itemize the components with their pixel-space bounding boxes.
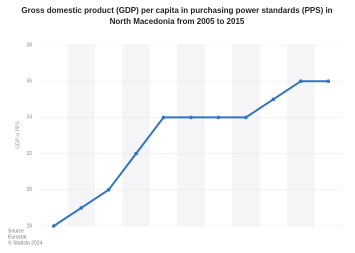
source-label: Source — [8, 228, 24, 234]
data-point — [161, 115, 166, 120]
data-point — [134, 151, 138, 156]
data-point — [244, 115, 248, 120]
column-band — [177, 45, 205, 226]
source-name: Eurostat — [8, 234, 27, 240]
y-tick-label: 28 — [26, 223, 32, 229]
data-point — [189, 115, 193, 120]
data-point — [79, 206, 83, 210]
data-point — [326, 79, 331, 83]
column-band — [122, 45, 150, 226]
data-point — [216, 115, 221, 120]
y-tick-label: 34 — [26, 115, 32, 121]
chart-title: Gross domestic product (GDP) per capita … — [21, 6, 332, 15]
column-band — [287, 45, 315, 226]
y-axis-label: GDP in PPS — [15, 121, 21, 149]
column-band — [67, 45, 95, 226]
y-tick-label: 30 — [26, 187, 32, 193]
data-point — [271, 97, 276, 102]
y-tick-label: 32 — [26, 151, 32, 157]
column-band — [232, 45, 260, 226]
copyright: © Statista 2024 — [8, 239, 42, 246]
data-point — [51, 224, 56, 228]
data-point — [106, 188, 111, 192]
data-point — [299, 79, 303, 83]
y-tick-label: 36 — [26, 79, 32, 85]
chart-title: North Macedonia from 2005 to 2015 — [110, 17, 245, 26]
y-tick-label: 38 — [26, 42, 32, 48]
